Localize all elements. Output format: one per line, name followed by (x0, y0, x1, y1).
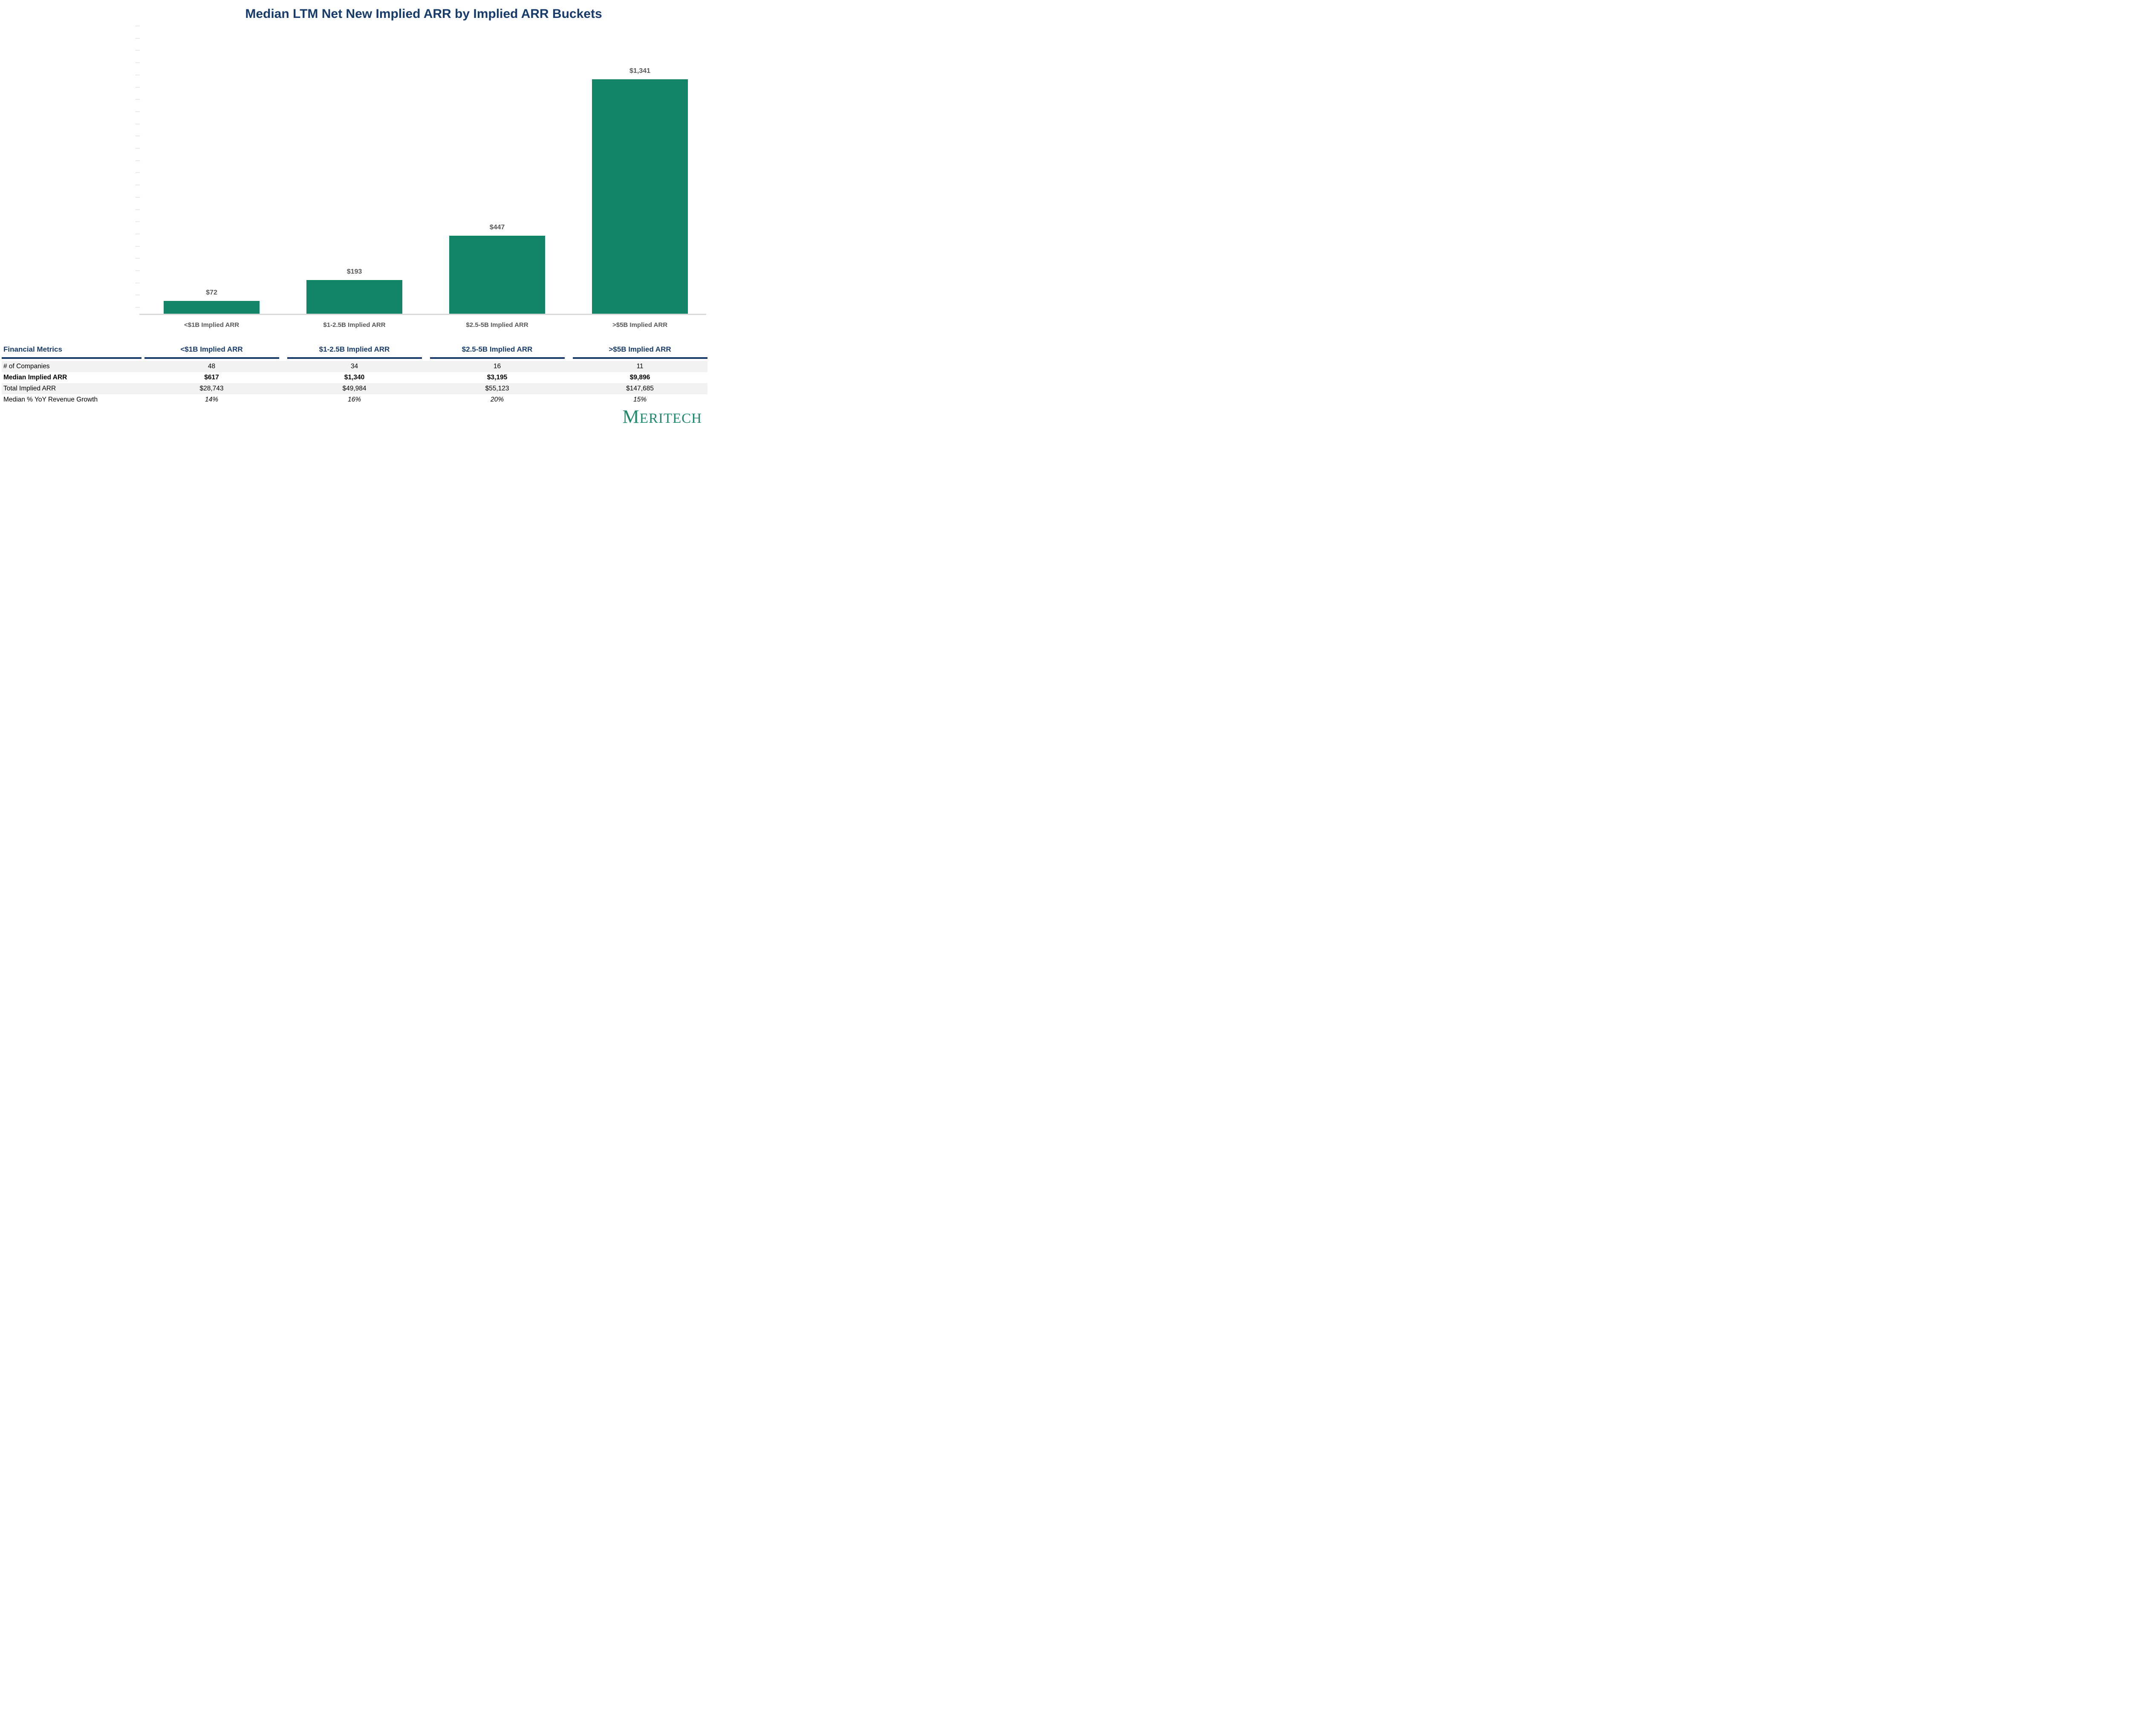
bar-group: $447 (426, 32, 569, 314)
cell: 14% (205, 396, 219, 403)
table-row: Median % YoY Revenue Growth 14% 16% 20% … (2, 394, 707, 405)
table-header-col: >$5B Implied ARR (609, 345, 671, 353)
bar-value-label: $193 (347, 268, 362, 275)
y-axis-ticks (136, 26, 140, 315)
cell: $49,984 (342, 385, 367, 392)
row-label: # of Companies (3, 363, 50, 370)
table-header-col: $2.5-5B Implied ARR (462, 345, 533, 353)
table-header-underline (0, 357, 711, 359)
row-label: Median % YoY Revenue Growth (3, 396, 98, 403)
cell: 15% (633, 396, 647, 403)
bar (306, 280, 402, 314)
table-header-col: $1-2.5B Implied ARR (319, 345, 390, 353)
cell: 20% (490, 396, 504, 403)
bar-group: $193 (283, 32, 426, 314)
meritech-logo-initial: M (622, 406, 640, 427)
meritech-logo-rest: ERITECH (639, 411, 702, 426)
chart-title: Median LTM Net New Implied ARR by Implie… (245, 7, 602, 21)
bar-group: $72 (140, 32, 283, 314)
table-row: Total Implied ARR $28,743 $49,984 $55,12… (2, 383, 707, 394)
bar (164, 301, 260, 314)
cell: 48 (208, 363, 216, 370)
cell: 34 (350, 363, 358, 370)
row-label: Median Implied ARR (3, 374, 67, 381)
cell: $147,685 (626, 385, 654, 392)
cell: 11 (636, 363, 644, 370)
bar (449, 235, 545, 314)
table-row: Median Implied ARR $617 $1,340 $3,195 $9… (2, 372, 707, 383)
bar-group: $1,341 (569, 32, 711, 314)
cell: 16 (493, 363, 501, 370)
slide: Median LTM Net New Implied ARR by Implie… (0, 0, 711, 434)
cell: $1,340 (344, 374, 365, 381)
cell: $617 (204, 374, 219, 381)
bar-value-label: $447 (489, 223, 505, 231)
cell: 16% (347, 396, 361, 403)
table-header-metrics: Financial Metrics (3, 345, 62, 353)
x-axis-label: $1-2.5B Implied ARR (323, 321, 386, 329)
table-header-col: <$1B Implied ARR (180, 345, 243, 353)
bar (592, 79, 688, 314)
bar-value-label: $1,341 (629, 67, 650, 75)
bar-value-label: $72 (206, 289, 217, 297)
x-axis-label: <$1B Implied ARR (184, 321, 240, 329)
cell: $55,123 (485, 385, 509, 392)
row-label: Total Implied ARR (3, 385, 56, 392)
x-axis-label: >$5B Implied ARR (612, 321, 668, 329)
table-row: # of Companies 48 34 16 11 (2, 361, 707, 372)
cell: $28,743 (199, 385, 224, 392)
cell: $3,195 (487, 374, 508, 381)
x-axis-label: $2.5-5B Implied ARR (466, 321, 528, 329)
meritech-logo: MERITECH (623, 407, 702, 426)
cell: $9,896 (629, 374, 650, 381)
table-header-row: Financial Metrics <$1B Implied ARR $1-2.… (0, 344, 711, 355)
x-axis-line (139, 314, 706, 315)
